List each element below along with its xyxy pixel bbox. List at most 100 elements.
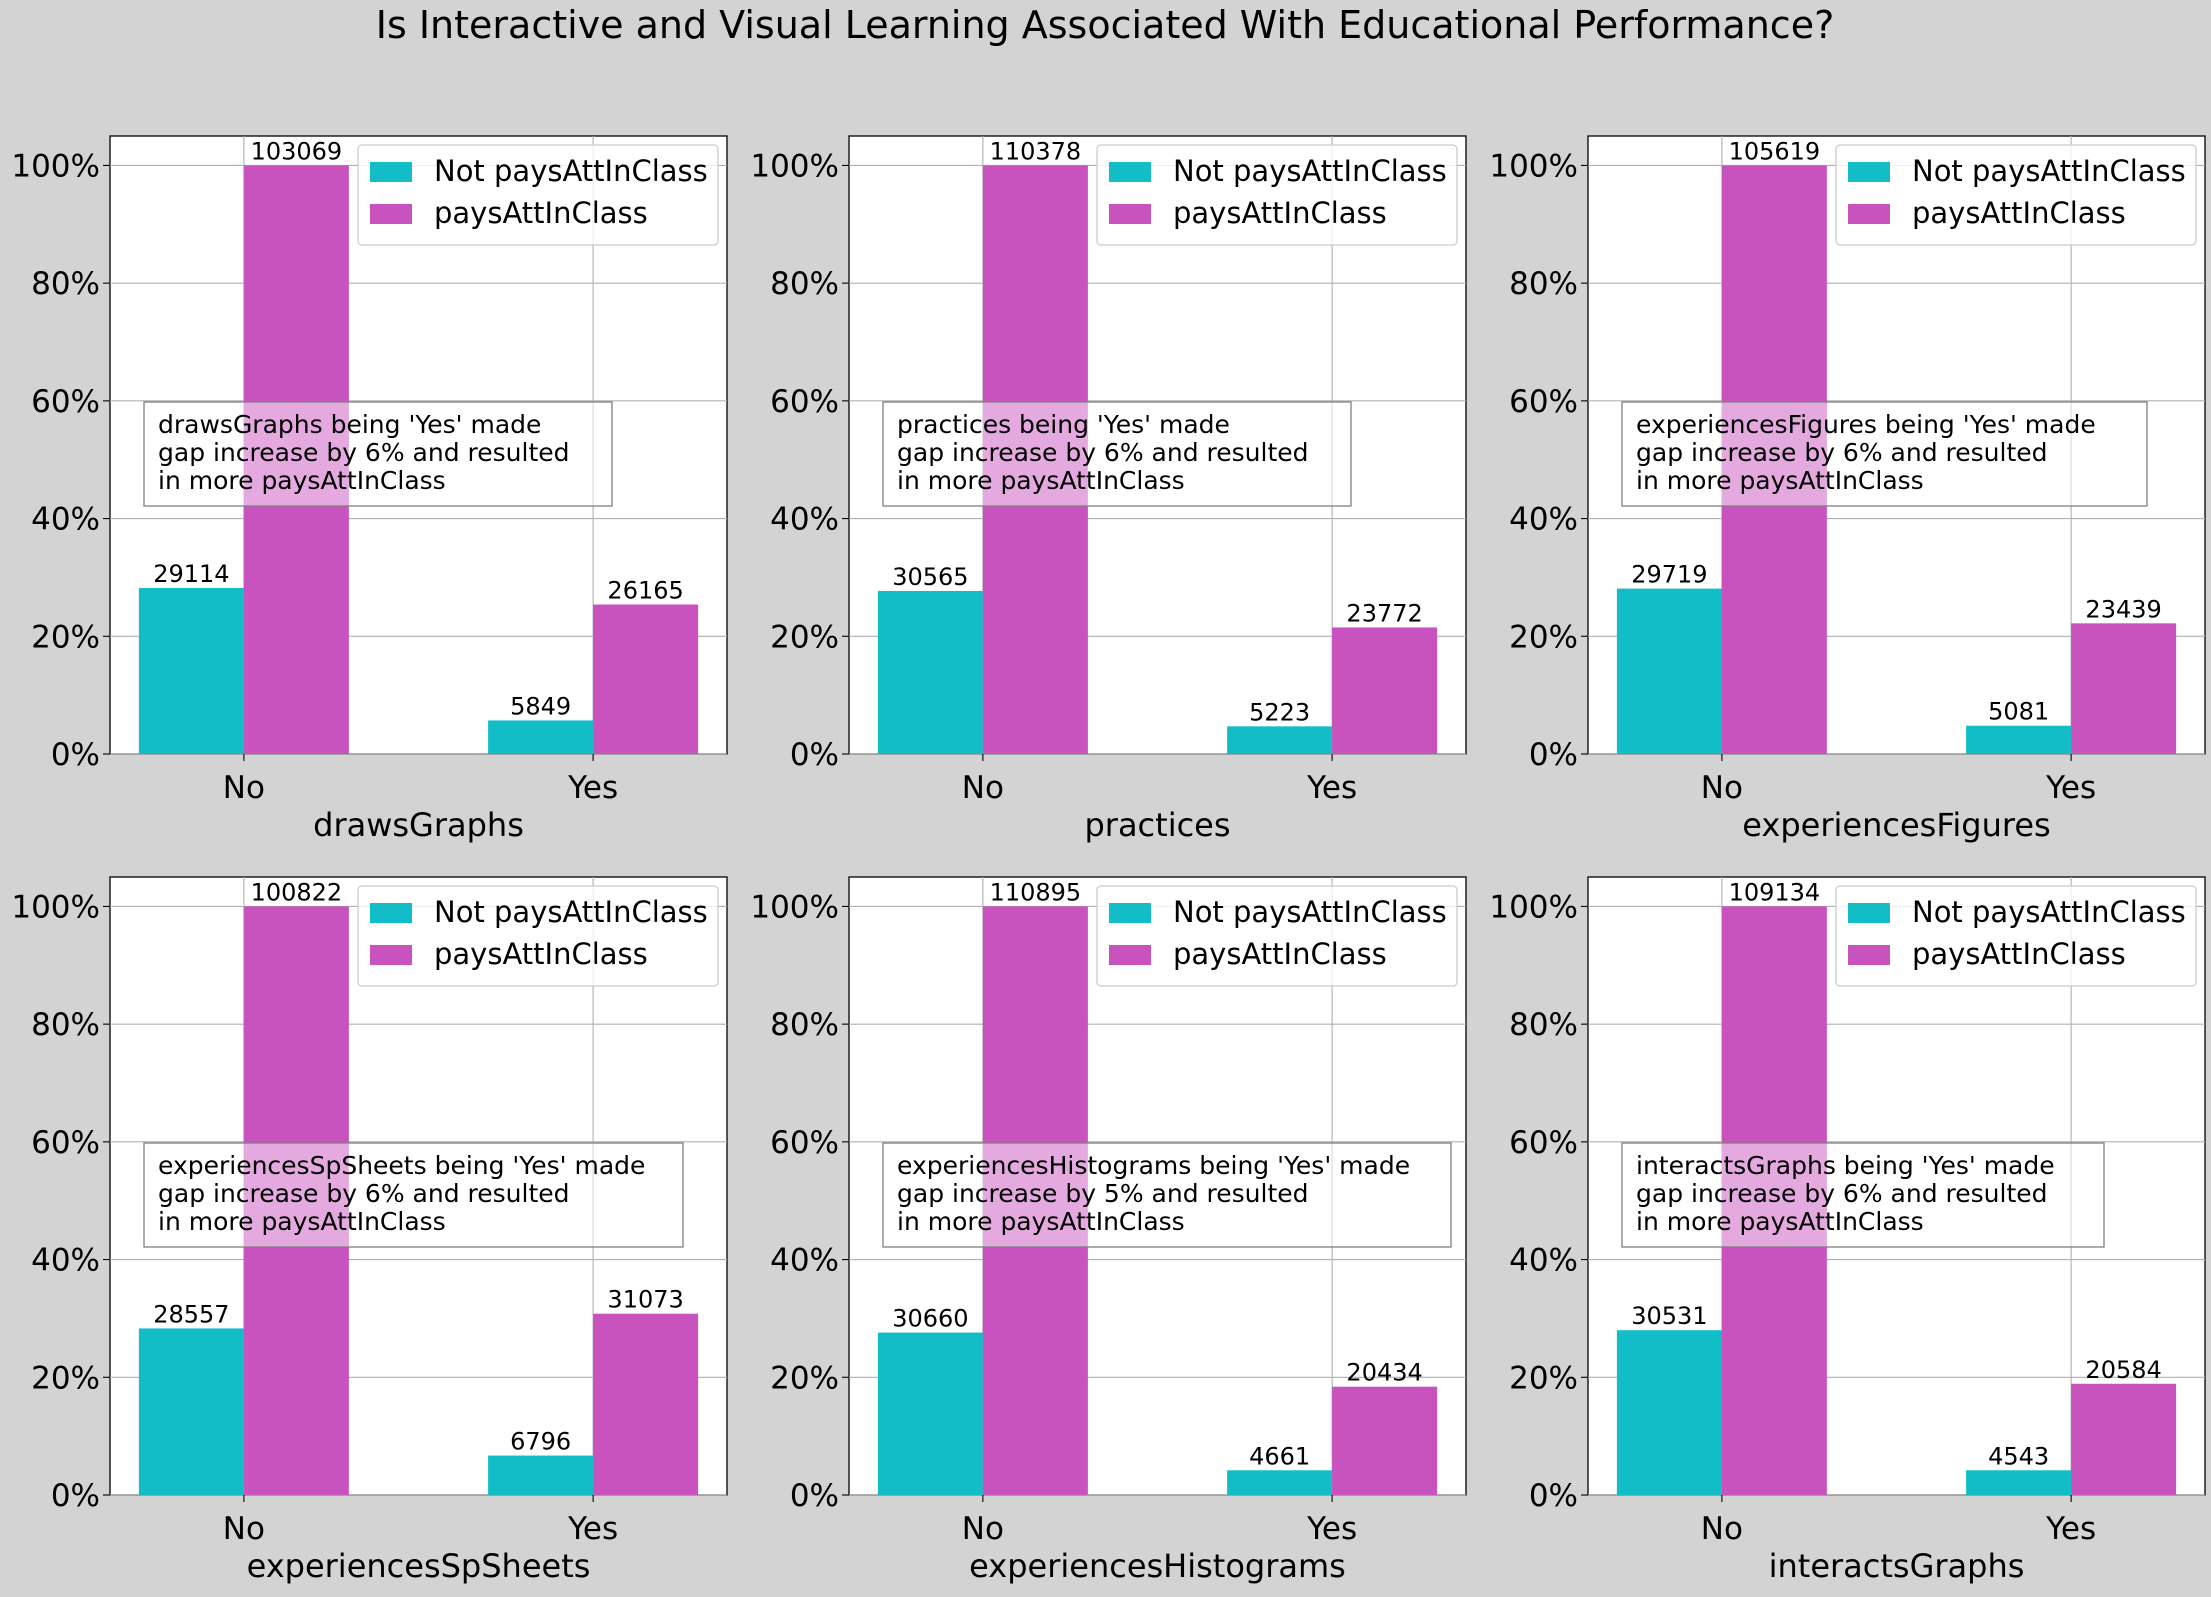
y-tick-label: 0% — [1529, 737, 1578, 773]
legend-box — [1096, 144, 1458, 246]
bar-value-label: 30660 — [892, 1305, 968, 1333]
x-tick-label: Yes — [1306, 770, 1357, 806]
y-tick-label: 40% — [1509, 502, 1578, 538]
legend-label: paysAttInClass — [434, 196, 648, 230]
annotation-box — [882, 401, 1352, 507]
annotation-text: experiencesFigures being 'Yes' made — [1636, 410, 2096, 439]
bar-not-pays-no — [1616, 588, 1722, 754]
legend-label: paysAttInClass — [1912, 196, 2126, 230]
legend-swatch-pays — [1848, 204, 1890, 224]
legend-swatch-pays — [370, 945, 412, 965]
y-tick-label: 40% — [770, 1243, 839, 1279]
bar-value-label: 5081 — [1988, 698, 2049, 726]
figure-title: Is Interactive and Visual Learning Assoc… — [376, 3, 1835, 47]
legend-label: paysAttInClass — [1173, 196, 1387, 230]
legend-box — [1835, 144, 2197, 246]
subplot-experiencesFigures: 0% 20% 40% 60% 80% 100% No Yes 29719 5081 105619 23… — [1489, 135, 2206, 844]
annotation-text: gap increase by 6% and resulted — [1636, 438, 2048, 467]
x-tick-label: Yes — [2045, 1511, 2096, 1547]
legend-swatch-not-pays — [370, 903, 412, 923]
y-tick-label: 80% — [1509, 266, 1578, 302]
bar-value-label: 4661 — [1249, 1442, 1310, 1470]
y-tick-label: 60% — [1509, 384, 1578, 420]
bar-value-label: 26165 — [607, 577, 683, 605]
y-tick-label: 0% — [1529, 1478, 1578, 1514]
annotation-text: gap increase by 6% and resulted — [1636, 1179, 2048, 1208]
legend-label: Not paysAttInClass — [1173, 154, 1447, 188]
annotation-text: in more paysAttInClass — [1636, 466, 1924, 495]
subplot-practices: 0% 20% 40% 60% 80% 100% No Yes 30565 5223 110378 23… — [750, 135, 1467, 844]
y-tick-label: 0% — [790, 1478, 839, 1514]
legend-label: Not paysAttInClass — [434, 154, 708, 188]
legend-label: paysAttInClass — [1173, 937, 1387, 971]
y-tick-label: 20% — [1509, 619, 1578, 655]
x-tick-label: No — [223, 770, 265, 806]
bar-not-pays-yes — [488, 1455, 594, 1495]
bar-value-label: 30531 — [1631, 1302, 1707, 1330]
subplot-interactsGraphs: 0% 20% 40% 60% 80% 100% No Yes 30531 4543 109134 20… — [1489, 876, 2206, 1585]
bar-not-pays-no — [138, 588, 244, 754]
bar-value-label: 20584 — [2085, 1356, 2161, 1384]
x-tick-label: Yes — [567, 1511, 618, 1547]
annotation-text: in more paysAttInClass — [1636, 1207, 1924, 1236]
annotation-text: practices being 'Yes' made — [897, 410, 1230, 439]
bar-not-pays-yes — [1966, 725, 2072, 754]
annotation-text: in more paysAttInClass — [158, 466, 446, 495]
legend-label: Not paysAttInClass — [1912, 154, 2186, 188]
y-tick-label: 0% — [790, 737, 839, 773]
legend-box — [357, 144, 719, 246]
y-tick-label: 20% — [1509, 1360, 1578, 1396]
legend-swatch-not-pays — [1848, 903, 1890, 923]
y-tick-label: 60% — [31, 384, 100, 420]
annotation-box — [1621, 1142, 2105, 1248]
y-tick-label: 20% — [31, 1360, 100, 1396]
x-tick-label: No — [223, 1511, 265, 1547]
subplot-experiencesHistograms: 0% 20% 40% 60% 80% 100% No Yes 30660 4661 110895 20… — [750, 876, 1467, 1585]
legend-box — [1835, 885, 2197, 987]
bar-value-label: 23439 — [2085, 595, 2161, 623]
legend-label: Not paysAttInClass — [1173, 895, 1447, 929]
annotation-text: gap increase by 6% and resulted — [897, 438, 1309, 467]
y-tick-label: 100% — [750, 148, 839, 184]
x-tick-label: Yes — [567, 770, 618, 806]
annotation-text: experiencesHistograms being 'Yes' made — [897, 1151, 1410, 1180]
x-axis-label: drawsGraphs — [313, 806, 524, 844]
bar-not-pays-no — [138, 1328, 244, 1495]
y-tick-label: 40% — [31, 1243, 100, 1279]
legend-box — [357, 885, 719, 987]
annotation-text: gap increase by 5% and resulted — [897, 1179, 1309, 1208]
x-axis-label: experiencesHistograms — [969, 1547, 1346, 1585]
y-tick-label: 80% — [1509, 1007, 1578, 1043]
legend-swatch-not-pays — [1109, 162, 1151, 182]
bar-not-pays-yes — [488, 720, 594, 754]
x-tick-label: Yes — [1306, 1511, 1357, 1547]
x-tick-label: No — [962, 770, 1004, 806]
bar-value-label: 23772 — [1346, 599, 1422, 627]
x-axis-label: experiencesFigures — [1742, 806, 2050, 844]
annotation-text: gap increase by 6% and resulted — [158, 1179, 570, 1208]
annotation-text: in more paysAttInClass — [158, 1207, 446, 1236]
y-tick-label: 100% — [1489, 889, 1578, 925]
legend-swatch-not-pays — [1848, 162, 1890, 182]
y-tick-label: 80% — [31, 1007, 100, 1043]
bar-value-label: 20434 — [1346, 1359, 1422, 1387]
bar-not-pays-yes — [1966, 1470, 2072, 1495]
y-tick-label: 80% — [770, 1007, 839, 1043]
bar-value-label: 105619 — [1729, 137, 1821, 165]
annotation-text: in more paysAttInClass — [897, 466, 1185, 495]
bar-value-label: 4543 — [1988, 1442, 2049, 1470]
bar-value-label: 28557 — [153, 1300, 229, 1328]
subplot-grid: 0% 20% 40% 60% 80% 100% No Yes 29114 5849 103069 26… — [11, 135, 2206, 1585]
bar-value-label: 5223 — [1249, 698, 1310, 726]
annotation-box — [143, 401, 613, 507]
bar-not-pays-yes — [1227, 1470, 1333, 1495]
annotation-box — [1621, 401, 2148, 507]
y-tick-label: 60% — [1509, 1125, 1578, 1161]
y-tick-label: 100% — [1489, 148, 1578, 184]
annotation-text: drawsGraphs being 'Yes' made — [158, 410, 541, 439]
x-tick-label: No — [1701, 1511, 1743, 1547]
y-tick-label: 0% — [51, 1478, 100, 1514]
legend-label: paysAttInClass — [1912, 937, 2126, 971]
x-axis-label: interactsGraphs — [1769, 1547, 2025, 1585]
